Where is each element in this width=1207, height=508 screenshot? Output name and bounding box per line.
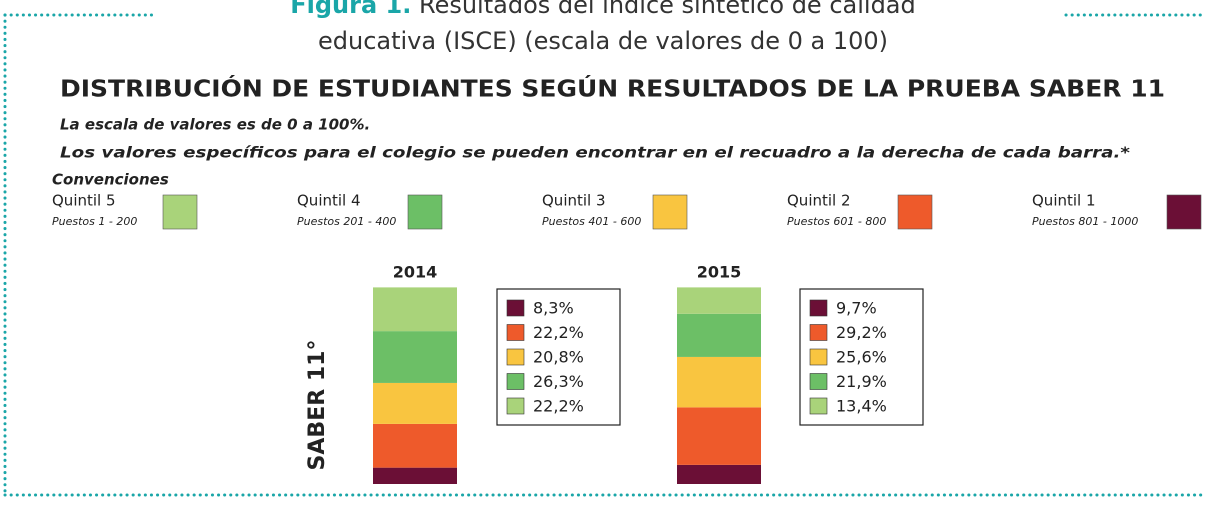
legend-ranks: Puestos 1 - 200 — [52, 215, 137, 228]
value-label: 26,3% — [533, 372, 584, 391]
bar-segment — [373, 287, 457, 332]
legend-label: Quintil 3 — [542, 192, 606, 210]
bar-segment — [373, 382, 457, 424]
x-tick-label: 2015 — [697, 263, 742, 282]
value-swatch — [506, 348, 525, 366]
bar-segment — [373, 331, 457, 383]
value-label: 29,2% — [836, 323, 887, 342]
chart-title: DISTRIBUCIÓN DE ESTUDIANTES SEGÚN RESULT… — [60, 75, 1165, 103]
bar-segment — [677, 313, 761, 357]
legend-ranks: Puestos 801 - 1000 — [1032, 215, 1138, 228]
y-axis-label: SABER 11° — [305, 340, 330, 471]
figure-title-line: Resultados del índice sintético de calid… — [419, 0, 916, 19]
legend-ranks: Puestos 201 - 400 — [297, 215, 396, 228]
legend-swatch — [407, 194, 443, 230]
bar-segment — [373, 467, 457, 484]
legend-label: Quintil 1 — [1032, 192, 1096, 210]
figure-label: Figura 1. — [290, 0, 411, 19]
x-tick-label: 2014 — [393, 263, 438, 282]
value-label: 8,3% — [533, 299, 574, 318]
value-label: 13,4% — [836, 397, 887, 416]
legend-label: Quintil 4 — [297, 192, 361, 210]
bar-segment — [677, 287, 761, 314]
legend-swatch — [897, 194, 933, 230]
value-swatch — [506, 299, 525, 317]
value-swatch — [809, 373, 828, 390]
bar-segment — [677, 356, 761, 408]
legend-swatch — [162, 194, 198, 230]
value-swatch — [809, 324, 828, 341]
bar-segment — [373, 423, 457, 468]
value-label: 22,2% — [533, 397, 584, 416]
legend-swatch — [1166, 194, 1202, 230]
value-label: 22,2% — [533, 323, 584, 342]
subtitle: La escala de valores es de 0 a 100%. — [60, 116, 370, 134]
value-label: 20,8% — [533, 348, 584, 367]
bar-segment — [677, 407, 761, 465]
value-label: 9,7% — [836, 299, 877, 318]
value-swatch — [506, 324, 525, 341]
legend-swatch — [652, 194, 688, 230]
value-swatch — [809, 397, 828, 415]
value-swatch — [506, 397, 525, 415]
subtitle: Los valores específicos para el colegio … — [60, 144, 1130, 162]
value-swatch — [809, 348, 828, 366]
value-swatch — [809, 299, 828, 317]
figure-title-line: educativa (ISCE) (escala de valores de 0… — [318, 27, 888, 55]
frame — [3, 13, 1204, 497]
legend-label: Quintil 5 — [52, 192, 116, 210]
legend-title: Convenciones — [52, 171, 169, 189]
legend-ranks: Puestos 601 - 800 — [787, 215, 886, 228]
value-label: 25,6% — [836, 348, 887, 367]
legend-label: Quintil 2 — [787, 192, 851, 210]
value-swatch — [506, 373, 525, 390]
legend-ranks: Puestos 401 - 600 — [542, 215, 641, 228]
value-label: 21,9% — [836, 372, 887, 391]
bar-segment — [677, 464, 761, 484]
figure-caption: Figura 1. Resultados del índice sintétic… — [290, 0, 916, 19]
